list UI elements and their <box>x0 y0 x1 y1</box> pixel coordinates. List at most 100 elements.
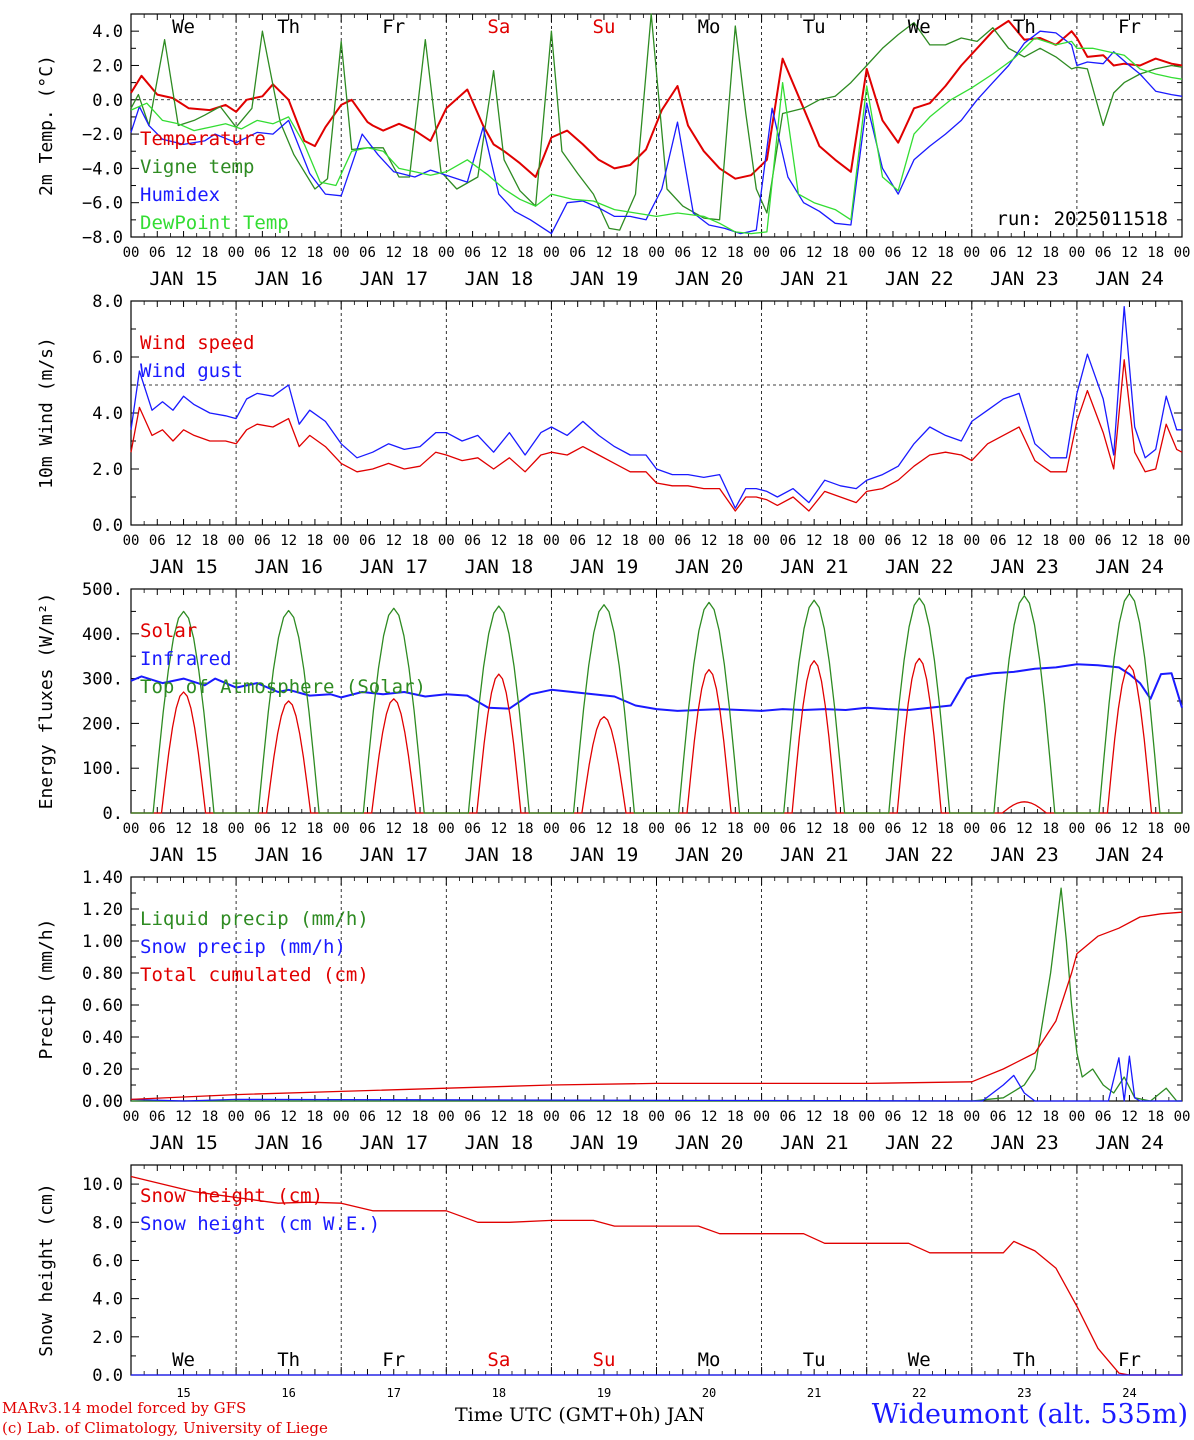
day-label: JAN 24 <box>1095 844 1164 866</box>
hour-tick-label: 00 <box>1068 1109 1085 1125</box>
weekday-label: Tu <box>803 16 826 38</box>
legend-entry: Wind gust <box>140 360 243 382</box>
hour-tick-label: 18 <box>832 821 849 837</box>
legend-entry: Infrared <box>140 648 232 670</box>
day-label: JAN 20 <box>675 844 744 866</box>
bottom-day-number: 19 <box>597 1386 611 1400</box>
hour-tick-label: 00 <box>753 245 770 261</box>
y-tick-label: 4.0 <box>92 22 123 42</box>
day-label: JAN 24 <box>1095 268 1164 290</box>
bottom-day-number: 15 <box>176 1386 190 1400</box>
day-label: JAN 22 <box>885 844 954 866</box>
hour-tick-label: 18 <box>306 533 323 549</box>
hour-tick-label: 12 <box>490 1109 507 1125</box>
hour-tick-label: 06 <box>1095 245 1112 261</box>
y-axis-title: Precip (mm/h) <box>36 919 57 1060</box>
hour-tick-label: 06 <box>885 533 902 549</box>
hour-tick-label: 18 <box>937 533 954 549</box>
hour-tick-label: 12 <box>385 533 402 549</box>
legend-entry: Temperature <box>140 128 266 150</box>
day-label: JAN 21 <box>780 1132 849 1154</box>
weekday-label: Mo <box>698 16 721 38</box>
day-label: JAN 19 <box>570 844 639 866</box>
hour-tick-label: 00 <box>123 533 140 549</box>
hour-tick-label: 00 <box>858 821 875 837</box>
panel-temperature <box>130 13 1183 238</box>
hour-tick-label: 18 <box>622 1109 639 1125</box>
day-label: JAN 17 <box>359 556 428 578</box>
weekday-label: Su <box>593 1349 616 1371</box>
hour-tick-label: 18 <box>201 821 218 837</box>
bottom-day-number: 18 <box>492 1386 506 1400</box>
legend-entry: DewPoint Temp <box>140 212 289 234</box>
hour-tick-label: 06 <box>149 1109 166 1125</box>
y-tick-label: 0.80 <box>82 964 123 984</box>
series-line-snow-height-cm <box>130 1175 1182 1376</box>
bottom-day-number: 24 <box>1122 1386 1136 1400</box>
weekday-label: We <box>908 1349 931 1371</box>
hour-tick-label: 18 <box>412 245 429 261</box>
legend-entry: Solar <box>140 620 197 642</box>
bottom-day-number: 17 <box>387 1386 401 1400</box>
hour-tick-label: 06 <box>1095 1109 1112 1125</box>
weekday-label: Mo <box>698 1349 721 1371</box>
bottom-day-number: 22 <box>912 1386 926 1400</box>
series-line-wind-gust <box>130 305 1182 509</box>
hour-tick-label: 00 <box>858 245 875 261</box>
hour-tick-label: 06 <box>779 245 796 261</box>
day-label: JAN 21 <box>780 556 849 578</box>
hour-tick-label: 00 <box>753 821 770 837</box>
hour-tick-label: 00 <box>1068 821 1085 837</box>
hour-tick-label: 12 <box>175 245 192 261</box>
day-label: JAN 22 <box>885 268 954 290</box>
day-label: JAN 16 <box>254 1132 323 1154</box>
legend-entry: Total cumulated (cm) <box>140 964 369 986</box>
weekday-label: Th <box>277 16 300 38</box>
panel-wind <box>130 300 1183 526</box>
hour-tick-label: 18 <box>727 1109 744 1125</box>
hour-tick-label: 18 <box>622 821 639 837</box>
hour-tick-label: 18 <box>1042 533 1059 549</box>
hour-tick-label: 18 <box>727 821 744 837</box>
hour-tick-label: 12 <box>280 1109 297 1125</box>
hour-tick-label: 06 <box>990 245 1007 261</box>
hour-tick-label: 06 <box>254 1109 271 1125</box>
hour-tick-label: 18 <box>1147 1109 1164 1125</box>
weekday-label: We <box>172 16 195 38</box>
series-line-wind-speed <box>130 359 1183 512</box>
hour-tick-label: 18 <box>201 1109 218 1125</box>
hour-tick-label: 12 <box>1016 821 1033 837</box>
hour-tick-label: 06 <box>674 1109 691 1125</box>
legend-entry: Liquid precip (mm/h) <box>140 908 369 930</box>
hour-tick-label: 12 <box>490 821 507 837</box>
hour-tick-label: 18 <box>1042 245 1059 261</box>
y-tick-label: 0.40 <box>82 1028 123 1048</box>
hour-tick-label: 12 <box>175 1109 192 1125</box>
hour-tick-label: 00 <box>438 1109 455 1125</box>
hour-tick-label: 12 <box>701 1109 718 1125</box>
hour-tick-label: 06 <box>990 1109 1007 1125</box>
hour-tick-label: 06 <box>464 1109 481 1125</box>
day-label: JAN 23 <box>990 268 1059 290</box>
series-line-humidex <box>130 30 1183 235</box>
y-axis-title: Energy fluxes (W/m²) <box>36 593 57 810</box>
series-line-top-of-atmosphere-solar <box>131 592 1182 814</box>
day-label: JAN 23 <box>990 556 1059 578</box>
y-tick-label: 4.0 <box>92 404 123 424</box>
hour-tick-label: 00 <box>438 245 455 261</box>
y-tick-label: 0.60 <box>82 996 123 1016</box>
hour-tick-label: 12 <box>596 821 613 837</box>
hour-tick-label: 12 <box>280 821 297 837</box>
y-tick-label: 0. <box>103 804 123 824</box>
hour-tick-label: 00 <box>438 821 455 837</box>
hour-tick-label: 00 <box>648 1109 665 1125</box>
hour-tick-label: 12 <box>911 245 928 261</box>
hour-tick-label: 12 <box>596 533 613 549</box>
hour-tick-label: 06 <box>149 821 166 837</box>
hour-tick-label: 18 <box>201 245 218 261</box>
hour-tick-label: 06 <box>990 533 1007 549</box>
weekday-label: Sa <box>487 1349 510 1371</box>
weekday-label: Fr <box>382 16 405 38</box>
credit-line-1: MARv3.14 model forced by GFS <box>2 1399 247 1417</box>
